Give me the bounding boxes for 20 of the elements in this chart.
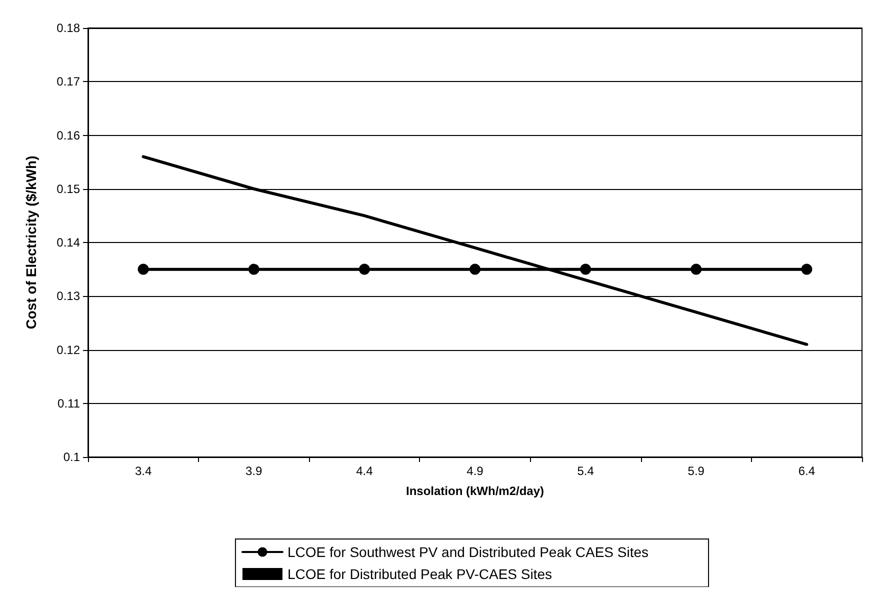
x-tick-label: 4.9 (466, 464, 484, 478)
y-tick-label: 0.16 (56, 128, 80, 142)
y-tick-label: 0.17 (56, 74, 80, 89)
x-tick-label: 5.4 (577, 464, 594, 478)
x-tick-label: 6.4 (798, 464, 816, 478)
x-tick-label: 3.9 (246, 464, 263, 478)
legend-label: LCOE for Southwest PV and Distributed Peak CAES Sites (287, 544, 649, 560)
x-tick-label: 4.4 (356, 464, 374, 478)
x-axis-title: Insolation (kWh/m2/day) (406, 484, 544, 498)
x-tick-label: 3.4 (134, 464, 152, 478)
y-tick-label: 0.11 (58, 396, 80, 410)
y-tick-label: 0.14 (56, 236, 80, 250)
y-tick-label: 0.1 (63, 450, 80, 464)
y-tick-label: 0.15 (56, 182, 80, 196)
x-tick-label: 5.9 (688, 464, 705, 478)
y-tick-label: 0.18 (56, 21, 80, 35)
legend-label: LCOE for Distributed Peak PV-CAES Sites (287, 566, 552, 582)
y-tick-label: 0.12 (56, 342, 80, 357)
y-axis-title: Cost of Electricity ($/kWh) (23, 156, 39, 330)
y-tick-label: 0.13 (56, 289, 80, 304)
